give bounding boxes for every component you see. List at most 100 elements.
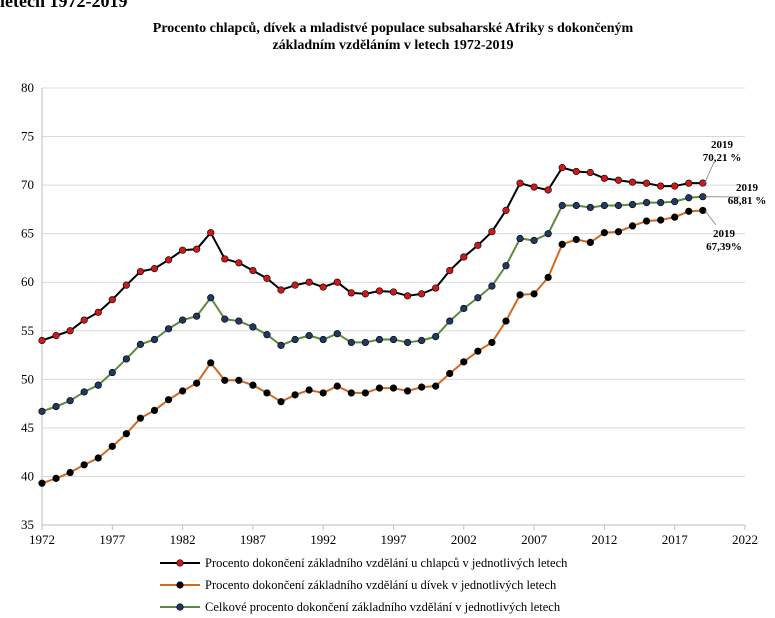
series-0-point — [235, 259, 243, 267]
series-0-point — [375, 287, 384, 295]
axes — [41, 88, 746, 530]
series-1-point — [249, 381, 257, 389]
series-1-point — [305, 386, 313, 394]
series-0-point — [164, 256, 173, 264]
series-1-point — [52, 474, 60, 482]
series-2-point — [403, 338, 412, 347]
series-points — [38, 164, 707, 487]
series-2-point — [474, 294, 482, 302]
series-1-point — [122, 430, 130, 438]
annotation-leader — [704, 161, 715, 184]
y-tick-label: 40 — [21, 468, 34, 483]
series-0-point — [558, 164, 566, 172]
series-0-point — [418, 290, 426, 298]
series-0-point — [446, 266, 454, 275]
y-tick-label: 35 — [21, 517, 34, 532]
series-1-point — [544, 273, 552, 281]
x-tick-label: 1977 — [99, 532, 126, 547]
series-2-point — [305, 332, 313, 340]
legend-marker-0 — [176, 559, 184, 567]
series-0-point — [699, 179, 707, 187]
series-0-point — [319, 283, 327, 291]
y-tick-label: 55 — [21, 323, 34, 338]
series-2-point — [221, 315, 229, 323]
series-0-point — [66, 327, 74, 335]
series-1-point — [657, 216, 665, 224]
series-1-point — [418, 383, 426, 391]
legend-marker-2 — [176, 603, 184, 611]
series-0-point — [530, 183, 538, 191]
y-tick-label: 50 — [21, 371, 34, 386]
series-2-point — [671, 198, 679, 206]
legend-marker-1 — [176, 581, 184, 589]
series-1-point — [333, 382, 341, 390]
series-2-point — [361, 338, 369, 347]
series-2-point — [66, 397, 74, 405]
series-1-point — [291, 391, 299, 399]
series-1-point — [685, 207, 693, 215]
series-2-point — [600, 201, 609, 210]
series-1-point — [80, 461, 88, 469]
series-0-point — [474, 241, 482, 249]
series-0-point — [291, 281, 299, 289]
series-2-point — [460, 304, 468, 313]
y-tick-label: 70 — [21, 177, 34, 192]
legend-label-0: Procento dokončení základního vzdělání u… — [205, 556, 568, 570]
series-2-point — [122, 355, 130, 363]
series-1-point — [446, 369, 454, 378]
series-2-point — [38, 407, 46, 415]
x-tick-label: 2002 — [451, 532, 477, 547]
legend-label-1: Procento dokončení základního vzdělání u… — [205, 578, 557, 592]
series-1-point — [94, 454, 102, 462]
series-2-point — [94, 381, 102, 389]
series-0-point — [516, 179, 524, 187]
series-2-point — [628, 200, 637, 209]
legend-label-2: Celkové procento dokončení základního vz… — [205, 600, 561, 614]
series-0-point — [136, 267, 145, 276]
series-0-point — [122, 281, 130, 289]
series-0-point — [671, 182, 679, 190]
series-1-point — [66, 468, 74, 477]
series-0-point — [221, 255, 229, 263]
series-1-point — [488, 338, 496, 347]
series-2-point — [150, 335, 159, 344]
series-1-point — [474, 347, 482, 355]
y-tick-label: 45 — [21, 420, 34, 435]
chart-title-line-1: Procento chlapců, dívek a mladistvé popu… — [153, 21, 634, 36]
annotation-leader — [704, 210, 717, 226]
series-1-point — [108, 442, 116, 450]
series-0-point — [361, 290, 369, 298]
x-tick-label: 1992 — [310, 532, 336, 547]
series-2-point — [207, 294, 215, 302]
series-0-point — [642, 179, 651, 187]
series-1-point — [221, 376, 229, 384]
series-1-point — [235, 376, 243, 384]
series-0-point — [38, 336, 46, 345]
series-1-point — [193, 379, 201, 387]
series-line-0 — [41, 166, 703, 342]
series-1-point — [628, 222, 637, 230]
gridlines — [42, 87, 745, 477]
series-2-point — [193, 312, 201, 320]
series-2-point — [80, 388, 88, 396]
series-2-point — [446, 317, 454, 325]
series-1-point — [375, 384, 384, 392]
series-1-point — [361, 389, 369, 397]
series-1-point — [642, 217, 651, 225]
series-2-point — [347, 338, 355, 347]
series-2-point — [685, 194, 693, 202]
series-0-point — [488, 228, 496, 236]
legend: Procento dokončení základního vzdělání u… — [160, 556, 568, 614]
series-2-point — [333, 330, 341, 338]
series-0-point — [657, 182, 665, 190]
x-tick-label: 1997 — [381, 532, 408, 547]
series-1-point — [572, 235, 580, 244]
series-2-point — [179, 316, 187, 324]
series-lines — [41, 166, 703, 485]
series-1-point — [699, 206, 707, 215]
series-2-point — [657, 198, 665, 207]
series-1-point — [671, 213, 679, 221]
series-1-point — [403, 387, 412, 395]
series-2-point — [432, 333, 440, 341]
